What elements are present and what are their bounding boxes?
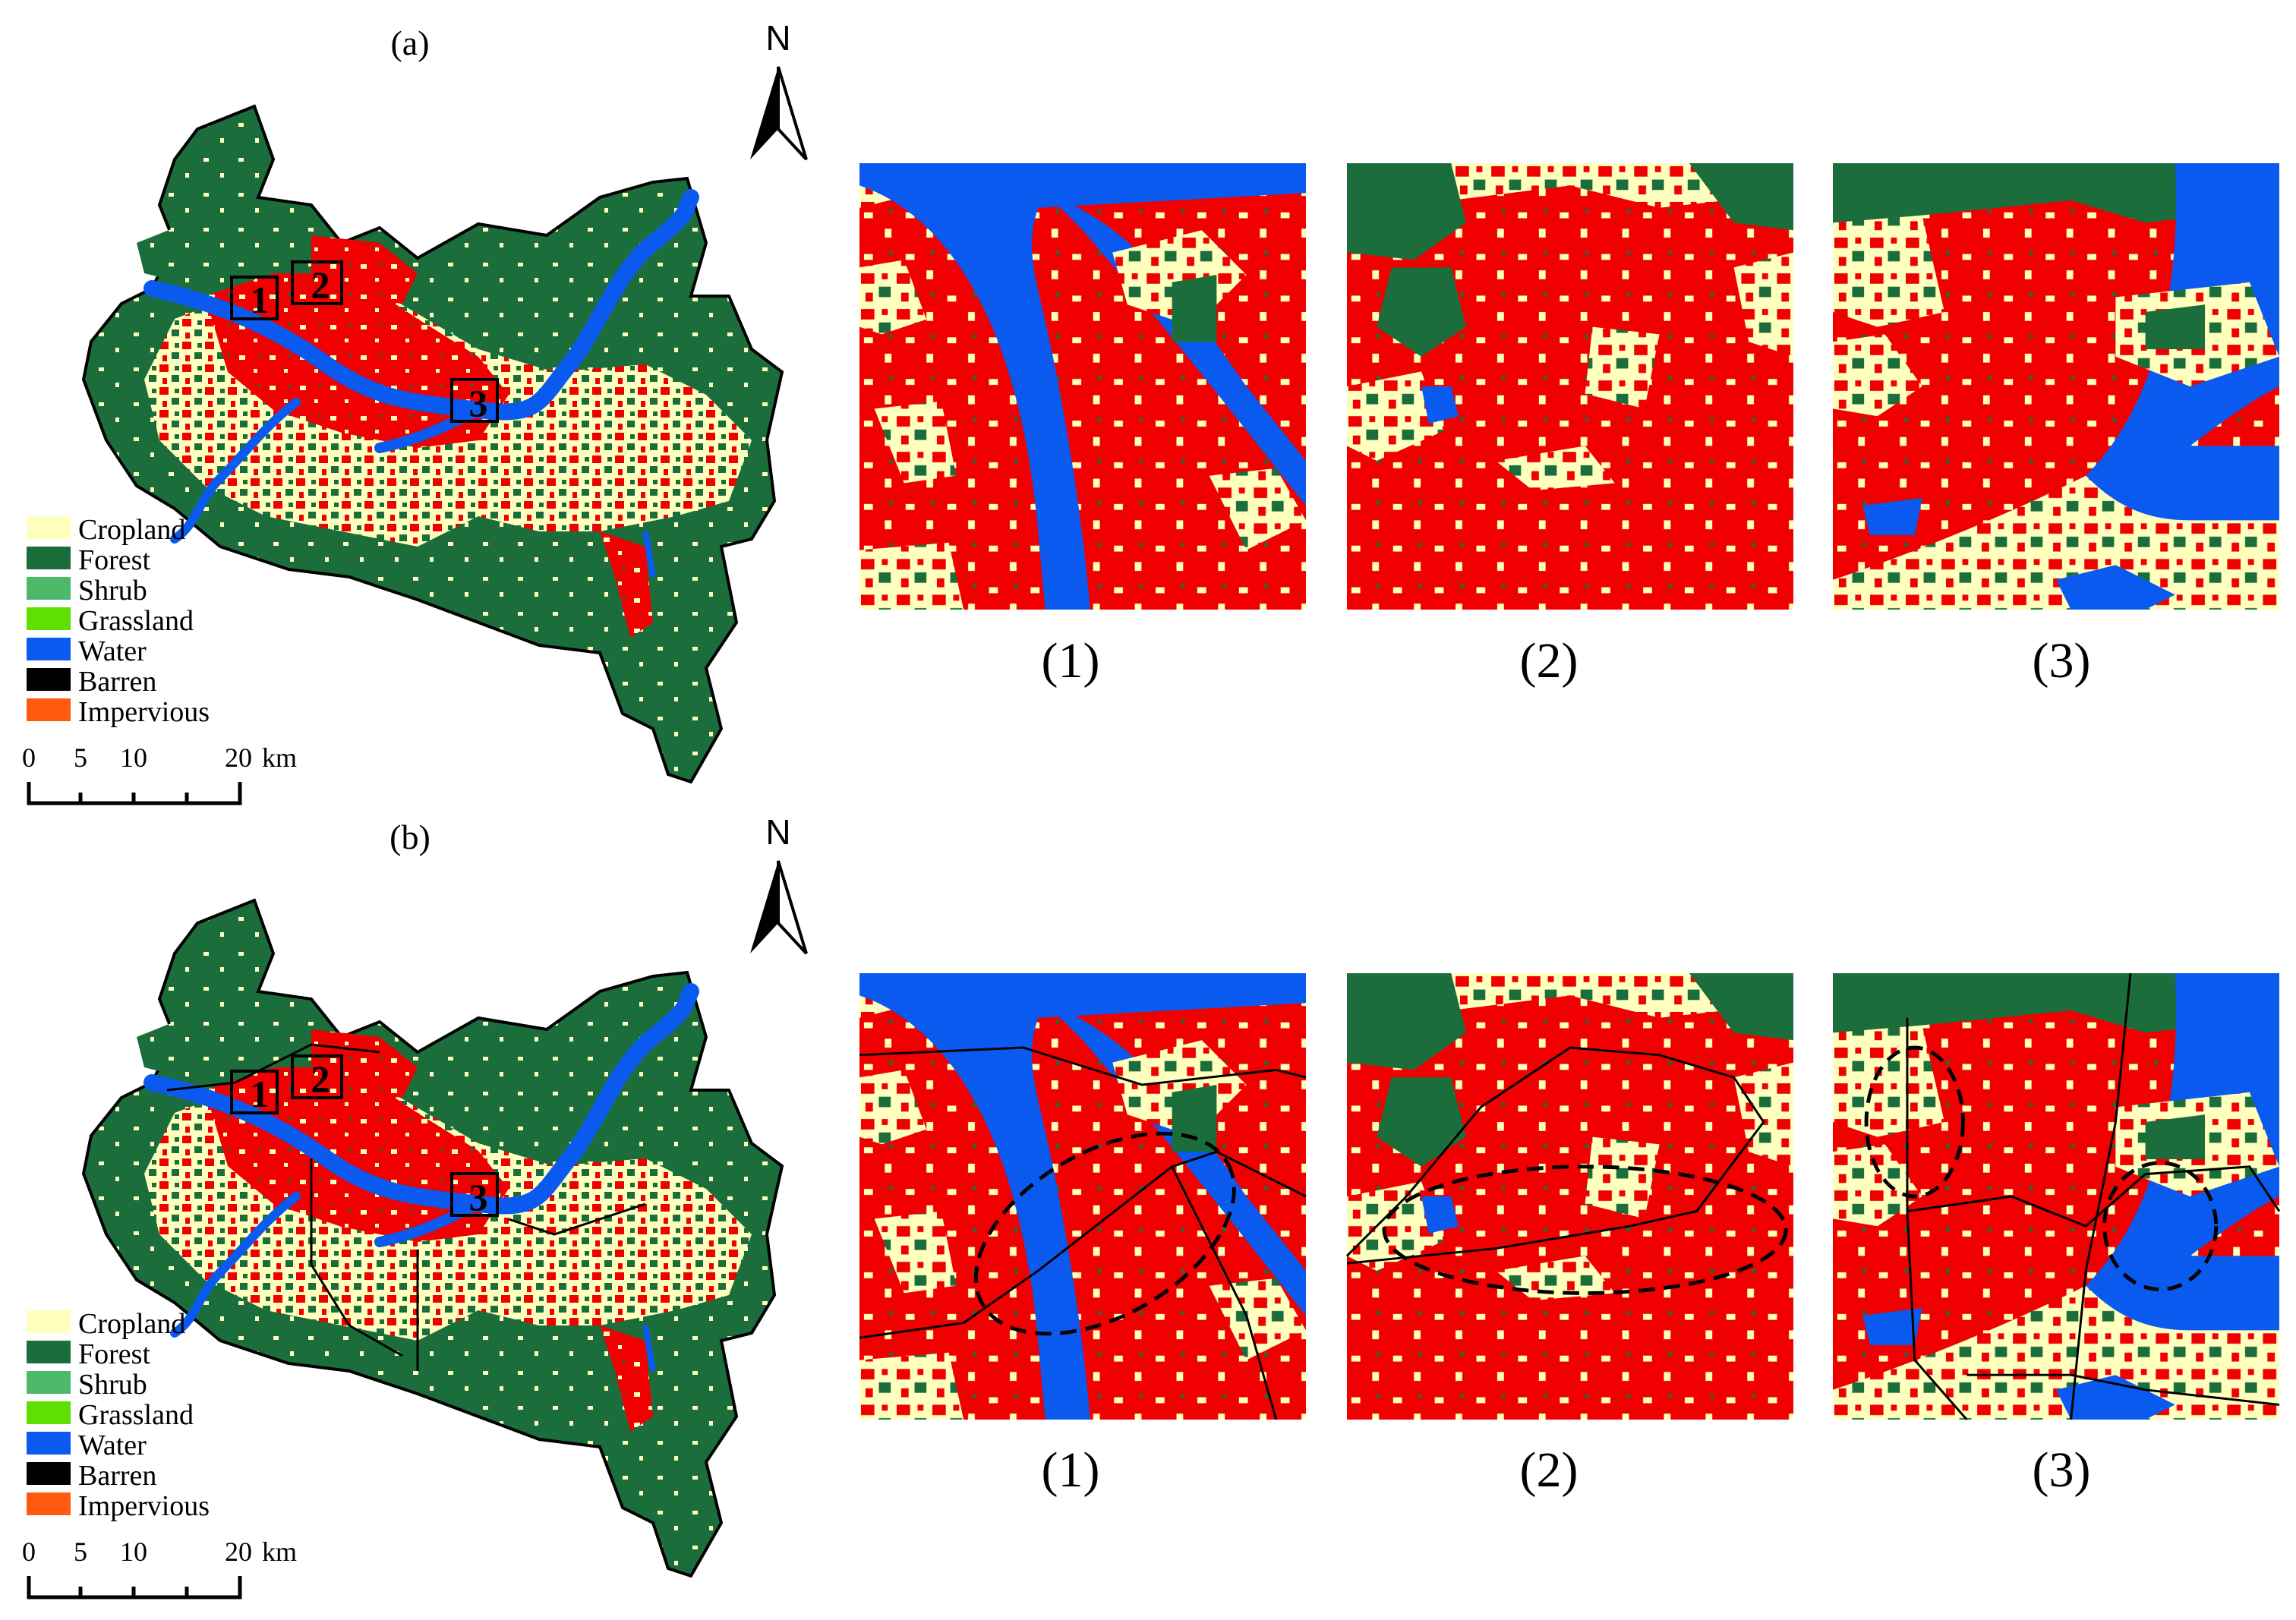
panel-a-zoom-3-caption: (3) — [2033, 633, 2091, 689]
scale-tick-0: 0 — [22, 1536, 36, 1567]
panel-a-zoom-1-caption: (1) — [1042, 633, 1100, 689]
legend-label-cropland: Cropland — [78, 1308, 185, 1340]
panel-a-north-arrow: N — [750, 18, 808, 161]
scale-tick-20: 20 — [225, 742, 252, 773]
panel-b-zoom-1-caption: (1) — [1042, 1442, 1100, 1498]
scale-tick-0: 0 — [22, 742, 36, 773]
legend-swatch-grassland — [27, 1401, 71, 1424]
scale-bar-line — [27, 782, 242, 805]
study-area-map — [84, 900, 782, 1576]
legend-swatch-water — [27, 1432, 71, 1455]
panel-b-north-arrow: N — [750, 812, 808, 955]
legend-swatch-forest — [27, 547, 71, 569]
scale-tick-10: 10 — [120, 742, 147, 773]
legend-label-barren: Barren — [78, 1460, 156, 1492]
scale-tick-5: 5 — [74, 1536, 87, 1567]
scale-tick-10: 10 — [120, 1536, 147, 1567]
scale-bar-line — [27, 1576, 242, 1600]
legend-label-cropland: Cropland — [78, 514, 185, 546]
legend-swatch-barren — [27, 668, 71, 691]
legend-swatch-impervious — [27, 1492, 71, 1515]
panel-a: (a) 1 2 3 N Cropland Forest Shrub Grassl… — [22, 18, 2279, 805]
legend-swatch-cropland — [27, 516, 71, 539]
region-3-label: 3 — [469, 1176, 488, 1218]
region-3-label: 3 — [469, 382, 488, 424]
region-2-label: 2 — [311, 263, 330, 306]
study-area-map — [84, 106, 782, 782]
legend-swatch-impervious — [27, 698, 71, 721]
region-1-label: 1 — [251, 1073, 270, 1115]
legend-swatch-water — [27, 638, 71, 660]
panel-b-zoom-2 — [1347, 973, 1793, 1420]
panel-b-zoom-2-caption: (2) — [1520, 1442, 1578, 1498]
scale-unit: km — [262, 1536, 297, 1567]
north-label: N — [765, 18, 790, 58]
panel-b-legend: Cropland Forest Shrub Grassland Water Ba… — [27, 1308, 210, 1522]
north-arrow-icon — [750, 861, 778, 953]
legend-swatch-shrub — [27, 577, 71, 600]
legend-swatch-grassland — [27, 607, 71, 630]
legend-label-forest: Forest — [78, 1338, 150, 1370]
legend-label-grassland: Grassland — [78, 1399, 194, 1431]
panel-a-zoom-2-caption: (2) — [1520, 633, 1578, 689]
legend-label-grassland: Grassland — [78, 605, 194, 637]
panel-b-main-map: 1 2 3 — [84, 900, 782, 1576]
panel-a-legend: Cropland Forest Shrub Grassland Water Ba… — [27, 514, 210, 728]
panel-b-label: (b) — [390, 818, 430, 856]
legend-label-water: Water — [78, 1429, 147, 1461]
legend-swatch-barren — [27, 1462, 71, 1485]
panel-b-zoom-3 — [1833, 973, 2279, 1420]
legend-label-barren: Barren — [78, 666, 156, 698]
scale-tick-20: 20 — [225, 1536, 252, 1567]
panel-b-zoom-3-caption: (3) — [2033, 1442, 2091, 1498]
legend-swatch-forest — [27, 1341, 71, 1363]
legend-label-impervious: Impervious — [78, 1490, 210, 1522]
panel-a-zoom-2 — [1347, 163, 1793, 610]
region-1-label: 1 — [251, 279, 270, 321]
scale-unit: km — [262, 742, 297, 773]
region-2-label: 2 — [311, 1057, 330, 1100]
panel-a-label: (a) — [390, 24, 429, 62]
panel-b-scale-bar: 0 5 10 20 km — [22, 1536, 297, 1600]
legend-label-shrub: Shrub — [78, 575, 147, 607]
panel-a-zoom-1 — [859, 163, 1306, 610]
panel-a-scale-bar: 0 5 10 20 km — [22, 742, 297, 805]
legend-label-forest: Forest — [78, 544, 150, 576]
scale-tick-5: 5 — [74, 742, 87, 773]
panel-b-zoom-1 — [859, 973, 1306, 1420]
panel-a-main-map: 1 2 3 — [84, 106, 782, 782]
panel-a-zoom-3 — [1833, 163, 2279, 610]
north-arrow-icon — [750, 67, 778, 159]
legend-label-shrub: Shrub — [78, 1369, 147, 1401]
north-label: N — [765, 812, 790, 852]
legend-label-water: Water — [78, 635, 147, 667]
legend-swatch-cropland — [27, 1310, 71, 1333]
panel-b: (b) 1 2 3 N Cropland Forest Shrub Grassl… — [22, 812, 2279, 1600]
legend-label-impervious: Impervious — [78, 696, 210, 728]
legend-swatch-shrub — [27, 1371, 71, 1394]
